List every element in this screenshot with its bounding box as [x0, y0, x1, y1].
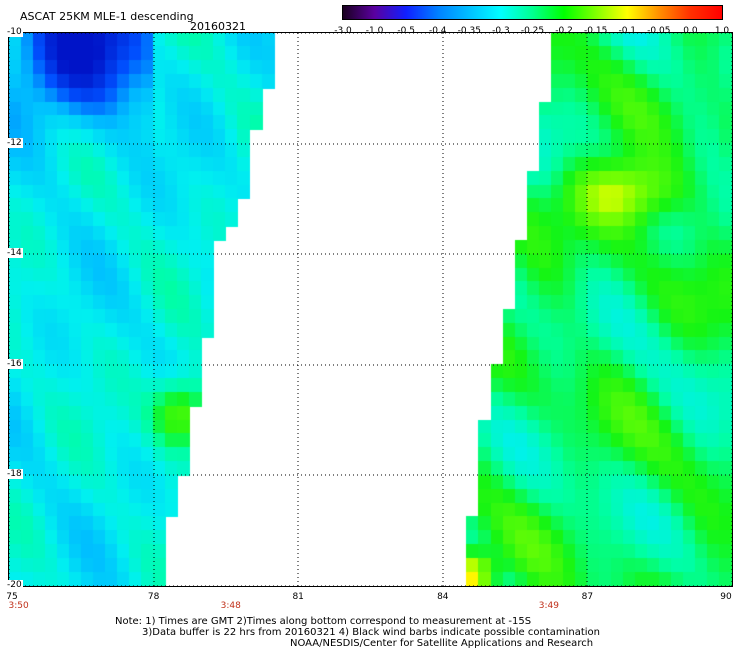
- map-title: ASCAT 25KM MLE-1 descending: [20, 10, 194, 23]
- footer-note-2: 3)Data buffer is 22 hrs from 20160321 4)…: [142, 627, 600, 638]
- color-scale-label: -0.4: [428, 26, 447, 36]
- latitude-label: -10: [6, 27, 23, 37]
- latitude-label: -20: [6, 580, 23, 590]
- latitude-label: -12: [6, 137, 23, 148]
- color-scale-label: -0.35: [457, 26, 481, 36]
- time-label: 3:49: [538, 601, 559, 611]
- footer-note-1: Note: 1) Times are GMT 2)Times along bot…: [115, 616, 532, 627]
- latitude-label: -14: [6, 248, 23, 259]
- latitude-label: -18: [6, 469, 23, 480]
- color-scale-label: -0.25: [520, 26, 545, 36]
- color-scale-label: 0.0: [683, 26, 698, 36]
- map-gridlines: [9, 33, 732, 586]
- longitude-label: 84: [437, 592, 449, 602]
- color-scale-label: -0.1: [618, 26, 637, 36]
- footer-note-3: NOAA/NESDIS/Center for Satellite Applica…: [290, 638, 594, 649]
- color-scale-label: -0.5: [397, 26, 415, 36]
- color-scale-bar: [342, 5, 723, 20]
- time-label: 3:50: [8, 601, 29, 611]
- color-scale-label: -0.05: [647, 26, 671, 36]
- map-plot-area[interactable]: [8, 32, 733, 587]
- color-scale-label: -0.15: [584, 26, 608, 36]
- color-scale-label: -1.0: [365, 26, 384, 36]
- map-date: 20160321: [190, 20, 246, 33]
- longitude-label: 87: [581, 592, 594, 602]
- longitude-label: 90: [720, 592, 732, 602]
- longitude-label: 78: [147, 592, 160, 602]
- longitude-label: 81: [292, 592, 304, 602]
- color-scale-label: 1.0: [714, 26, 730, 36]
- time-label: 3:48: [220, 601, 241, 611]
- wind-field-canvas: [9, 33, 732, 586]
- color-scale-label: -3.0: [334, 26, 352, 36]
- color-scale-label: -0.3: [492, 26, 510, 36]
- longitude-label: 75: [6, 592, 18, 602]
- latitude-label: -16: [6, 358, 23, 369]
- color-scale-label: -0.2: [555, 26, 573, 36]
